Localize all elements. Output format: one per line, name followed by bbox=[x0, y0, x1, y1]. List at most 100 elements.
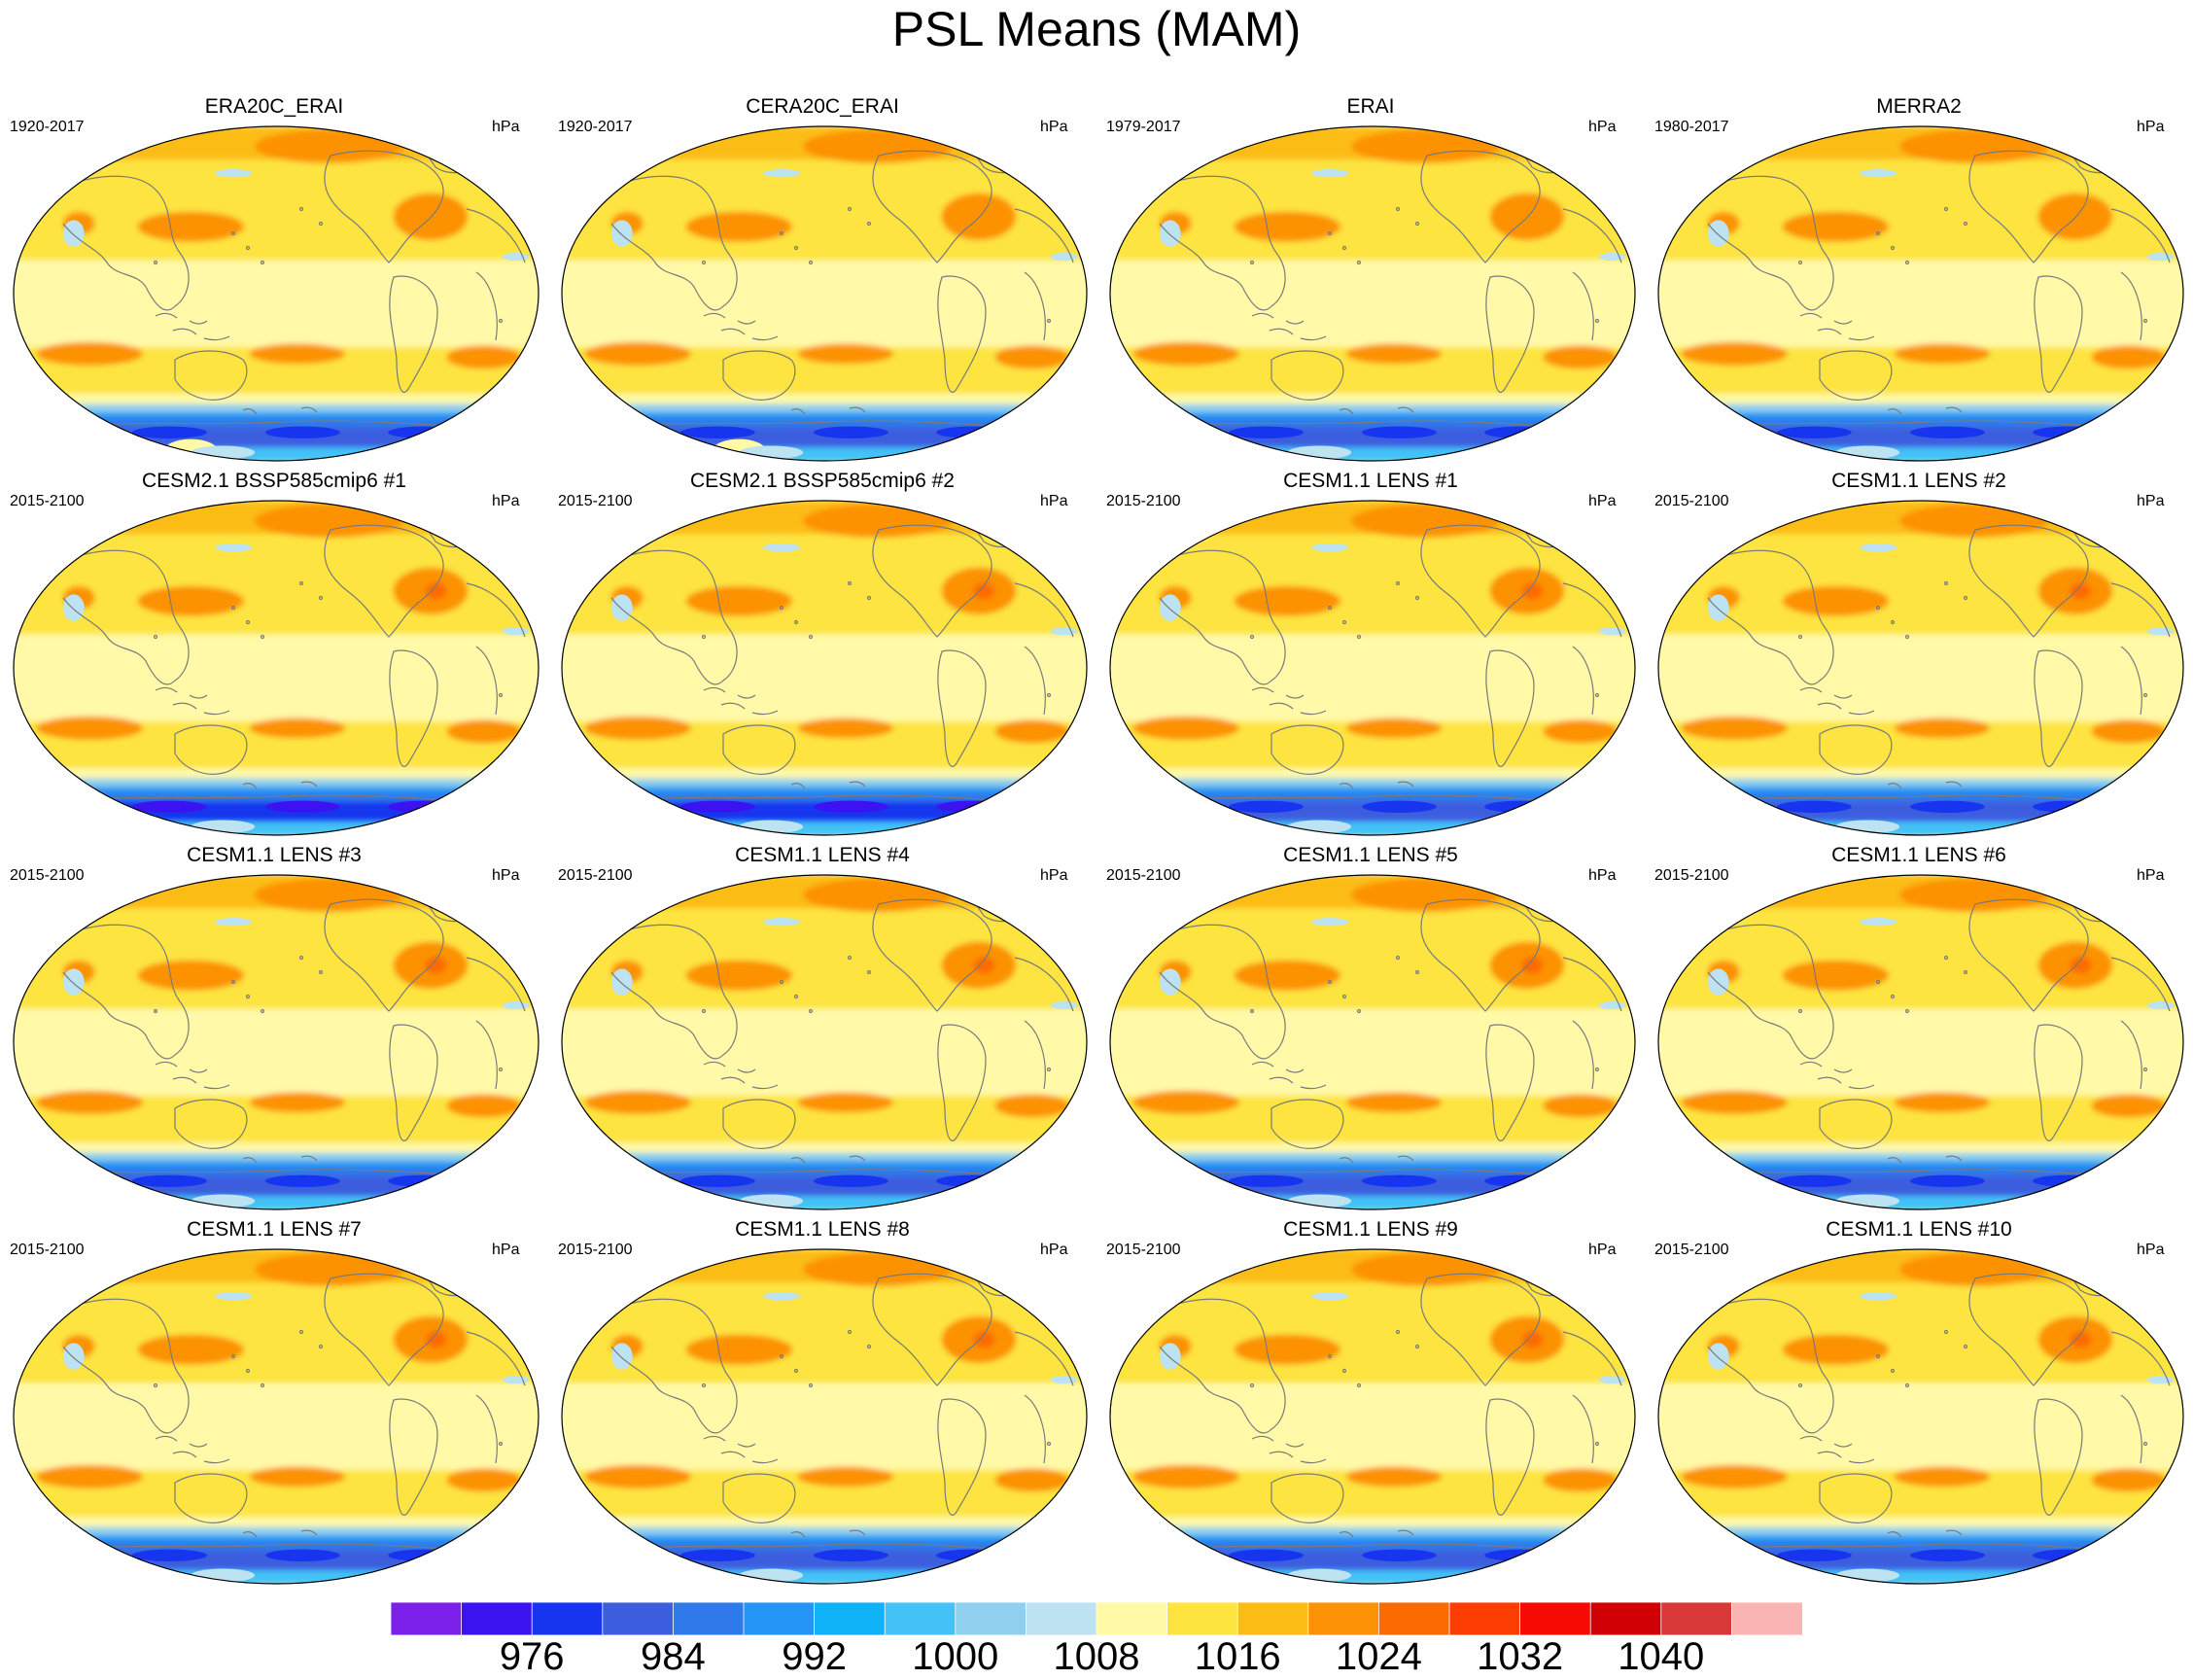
colorbar-tick-label: 1032 bbox=[1477, 1635, 1564, 1678]
panel-title: CERA20C_ERAI bbox=[746, 95, 899, 118]
map-panel: MERRA2 1980-2017 hPa bbox=[1645, 93, 2193, 468]
panel-units: hPa bbox=[1040, 867, 1068, 884]
psl-field bbox=[1110, 501, 1635, 835]
colorbar-swatch bbox=[1731, 1602, 1802, 1635]
world-map bbox=[561, 874, 1088, 1210]
world-map bbox=[1657, 500, 2184, 836]
panel-years: 2015-2100 bbox=[10, 1242, 85, 1258]
panel-years: 2015-2100 bbox=[10, 493, 85, 509]
colorbar-swatch bbox=[1660, 1602, 1733, 1635]
world-map bbox=[561, 1248, 1088, 1585]
panel-units: hPa bbox=[1040, 1242, 1068, 1258]
psl-field bbox=[562, 501, 1087, 835]
map-outline bbox=[13, 874, 540, 1210]
panel-years: 2015-2100 bbox=[1106, 1242, 1181, 1258]
colorbar-swatch bbox=[461, 1602, 534, 1635]
map-outline bbox=[1657, 874, 2184, 1210]
colorbar-swatch bbox=[1026, 1602, 1097, 1635]
panel-years: 2015-2100 bbox=[1106, 493, 1181, 509]
colorbar-swatch bbox=[1236, 1602, 1309, 1635]
colorbar-swatch bbox=[1307, 1602, 1380, 1635]
colorbar-swatch bbox=[1166, 1602, 1239, 1635]
map-panel: CESM1.1 LENS #6 2015-2100 hPa bbox=[1645, 842, 2193, 1216]
coastlines bbox=[48, 897, 526, 1179]
colorbar-swatch bbox=[1096, 1602, 1168, 1635]
colorbar-labels: 976 984 992 1000 1008 1016 1024 1032 1040 bbox=[391, 1635, 1802, 1680]
map-outline bbox=[13, 1248, 540, 1585]
panel-years: 2015-2100 bbox=[1654, 867, 1729, 884]
psl-field bbox=[1658, 501, 2183, 835]
panel-units: hPa bbox=[492, 1242, 520, 1258]
panel-title: CESM1.1 LENS #3 bbox=[187, 844, 362, 866]
panel-years: 2015-2100 bbox=[558, 867, 633, 884]
panel-units: hPa bbox=[1588, 1242, 1617, 1258]
psl-field bbox=[14, 875, 539, 1209]
colorbar-tick-label: 1008 bbox=[1053, 1635, 1140, 1678]
world-map bbox=[1657, 1248, 2184, 1585]
world-map bbox=[561, 125, 1088, 462]
colorbar-swatches bbox=[391, 1602, 1802, 1635]
map-panel: CESM1.1 LENS #4 2015-2100 hPa bbox=[548, 842, 1096, 1216]
map-panel: CERA20C_ERAI 1920-2017 hPa bbox=[548, 93, 1096, 468]
colorbar-swatch bbox=[602, 1602, 675, 1635]
map-panel: CESM1.1 LENS #10 2015-2100 hPa bbox=[1645, 1216, 2193, 1591]
world-map bbox=[13, 125, 540, 462]
map-outline bbox=[561, 874, 1088, 1210]
world-map bbox=[13, 1248, 540, 1585]
colorbar-tick-label: 1040 bbox=[1618, 1635, 1705, 1678]
colorbar-tick-label: 1024 bbox=[1335, 1635, 1422, 1678]
panel-years: 1920-2017 bbox=[558, 119, 633, 135]
map-panel: CESM1.1 LENS #2 2015-2100 hPa bbox=[1645, 468, 2193, 842]
panel-units: hPa bbox=[1588, 867, 1617, 884]
panel-units: hPa bbox=[1588, 119, 1617, 135]
map-panel: CESM1.1 LENS #7 2015-2100 hPa bbox=[0, 1216, 548, 1591]
map-outline bbox=[13, 125, 540, 462]
panel-title: CESM1.1 LENS #2 bbox=[1831, 470, 2006, 492]
panel-years: 2015-2100 bbox=[558, 493, 633, 509]
panel-years: 1920-2017 bbox=[10, 119, 85, 135]
map-panel: CESM1.1 LENS #8 2015-2100 hPa bbox=[548, 1216, 1096, 1591]
world-map bbox=[1109, 874, 1636, 1210]
panel-years: 2015-2100 bbox=[558, 1242, 633, 1258]
map-outline bbox=[1109, 500, 1636, 836]
panel-units: hPa bbox=[492, 493, 520, 509]
panel-years: 2015-2100 bbox=[1654, 1242, 1729, 1258]
panel-units: hPa bbox=[1588, 493, 1617, 509]
map-outline bbox=[561, 500, 1088, 836]
panel-title: ERAI bbox=[1346, 95, 1395, 118]
colorbar-tick-label: 976 bbox=[499, 1635, 565, 1678]
panel-title: CESM1.1 LENS #7 bbox=[187, 1218, 362, 1241]
map-outline bbox=[561, 125, 1088, 462]
panel-units: hPa bbox=[492, 119, 520, 135]
colorbar-swatch bbox=[1448, 1602, 1521, 1635]
panel-years: 2015-2100 bbox=[10, 867, 85, 884]
panel-title: CESM1.1 LENS #5 bbox=[1283, 844, 1458, 866]
psl-field bbox=[562, 875, 1087, 1209]
coastlines bbox=[596, 1272, 1074, 1554]
map-panel: CESM1.1 LENS #1 2015-2100 hPa bbox=[1096, 468, 1645, 842]
psl-field bbox=[562, 126, 1087, 461]
panel-units: hPa bbox=[1040, 493, 1068, 509]
colorbar-swatch bbox=[391, 1602, 463, 1635]
psl-field bbox=[1110, 875, 1635, 1209]
colorbar-tick-label: 1016 bbox=[1194, 1635, 1281, 1678]
world-map bbox=[1109, 125, 1636, 462]
panel-title: MERRA2 bbox=[1876, 95, 1962, 118]
panel-grid: ERA20C_ERAI 1920-2017 hPa CERA20C_ERAI 1920-… bbox=[10, 93, 2193, 1585]
colorbar-swatch bbox=[955, 1602, 1027, 1635]
psl-field bbox=[1658, 126, 2183, 461]
psl-field bbox=[1110, 126, 1635, 461]
colorbar-swatch bbox=[1589, 1602, 1662, 1635]
panel-title: CESM1.1 LENS #9 bbox=[1283, 1218, 1458, 1241]
map-outline bbox=[1109, 125, 1636, 462]
colorbar-swatch bbox=[884, 1602, 957, 1635]
world-map bbox=[13, 874, 540, 1210]
colorbar-swatch bbox=[1378, 1602, 1450, 1635]
map-panel: CESM1.1 LENS #5 2015-2100 hPa bbox=[1096, 842, 1645, 1216]
world-map bbox=[13, 500, 540, 836]
psl-field bbox=[1658, 875, 2183, 1209]
psl-field bbox=[14, 501, 539, 835]
panel-title: CESM1.1 LENS #1 bbox=[1283, 470, 1458, 492]
panel-years: 1979-2017 bbox=[1106, 119, 1181, 135]
map-outline bbox=[13, 500, 540, 836]
